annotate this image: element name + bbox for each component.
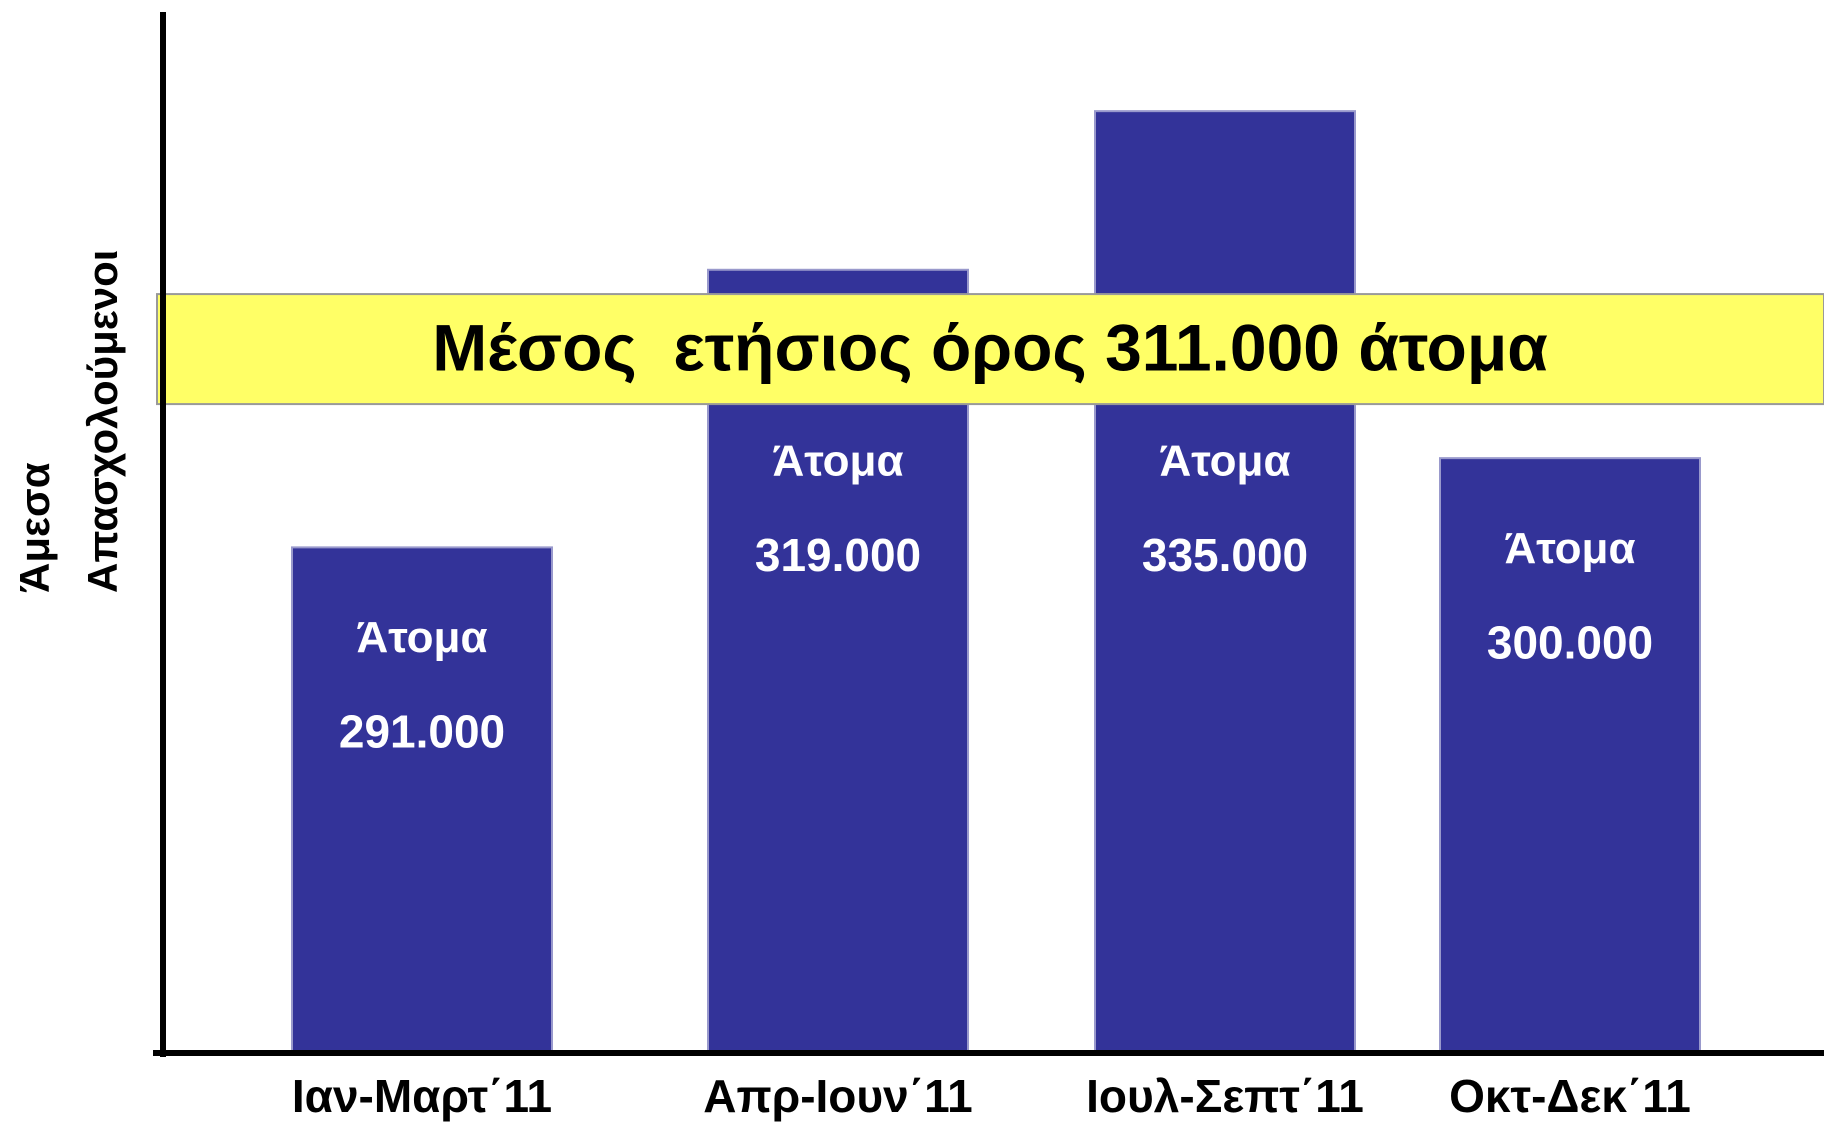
x-tick-label: Οκτ-Δεκ΄11 (1449, 1070, 1691, 1122)
bar-value-label: 319.000 (755, 529, 921, 581)
y-axis-label: Άμεσα (11, 462, 58, 593)
x-tick-label: Ιουλ-Σεπτ΄11 (1086, 1070, 1364, 1122)
bar-value-label: 335.000 (1142, 529, 1308, 581)
bar-value-label: 291.000 (339, 706, 505, 758)
x-tick-label: Απρ-Ιουν΄11 (703, 1070, 972, 1122)
bar-unit-label: Άτομα (1159, 437, 1290, 486)
bar-unit-label: Άτομα (772, 437, 903, 486)
bar-unit-label: Άτομα (1504, 524, 1635, 573)
x-tick-label: Ιαν-Μαρτ΄11 (292, 1070, 552, 1122)
bar (291, 546, 553, 1054)
annotation: Μέσος ετήσιος όρος 311.000 άτομα (432, 311, 1548, 385)
bar-value-label: 300.000 (1487, 616, 1653, 668)
average-band (156, 293, 1824, 406)
bar-unit-label: Άτομα (356, 613, 487, 662)
bar (1094, 110, 1356, 1054)
y-axis-label: Απασχολούμενοι (79, 250, 126, 593)
bar (1439, 457, 1701, 1054)
